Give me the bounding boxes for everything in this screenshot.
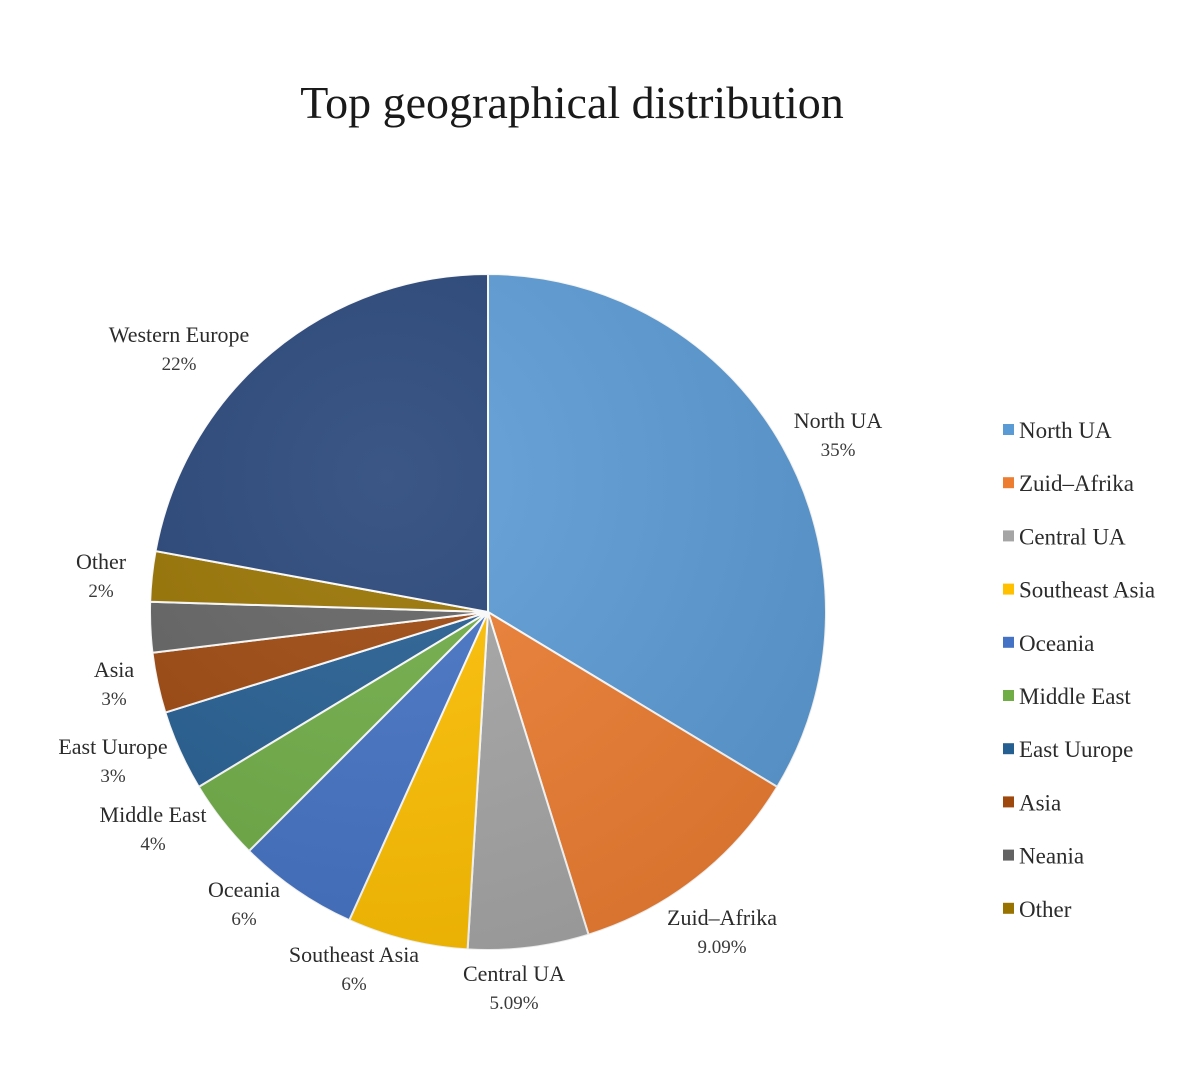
slice-value-western-europe: 22% <box>162 354 197 375</box>
legend-label-southeast-asia: Southeast Asia <box>1019 578 1155 603</box>
legend-item-oceania: Oceania <box>1003 631 1094 656</box>
slice-label-other: Other <box>76 549 127 574</box>
legend-label-east-uurope: East Uurope <box>1019 737 1133 762</box>
slice-label-asia: Asia <box>94 657 135 682</box>
slice-value-east-uurope: 3% <box>100 766 126 787</box>
slice-label-western-europe: Western Europe <box>109 322 250 347</box>
legend-item-neania: Neania <box>1003 844 1084 869</box>
legend-label-zuid-afrika: Zuid–Afrika <box>1019 471 1134 496</box>
legend-label-neania: Neania <box>1019 844 1084 869</box>
slice-value-asia: 3% <box>101 689 127 710</box>
chart-title: Top geographical distribution <box>300 77 844 128</box>
legend-swatch-other <box>1003 902 1014 914</box>
slice-label-north-ua: North UA <box>794 408 883 433</box>
slice-label-middle-east: Middle East <box>100 802 207 827</box>
slice-value-oceania: 6% <box>231 909 257 930</box>
legend-item-zuid-afrika: Zuid–Afrika <box>1003 471 1134 496</box>
slice-value-north-ua: 35% <box>821 440 856 461</box>
slice-value-middle-east: 4% <box>140 834 166 855</box>
pie-slices <box>149 272 827 951</box>
legend-item-other: Other <box>1003 897 1072 922</box>
legend-item-north-ua: North UA <box>1003 418 1112 443</box>
legend: North UA Zuid–Afrika Central UA Southeast A… <box>1003 418 1155 922</box>
legend-label-middle-east: Middle East <box>1019 684 1131 709</box>
slice-value-southeast-asia: 6% <box>341 974 367 995</box>
legend-item-central-ua: Central UA <box>1003 524 1126 549</box>
legend-swatch-central-ua <box>1003 530 1014 542</box>
slice-value-other: 2% <box>88 581 114 602</box>
slice-labels: North UA 35% Zuid–Afrika 9.09% Central UA 5.0… <box>58 322 882 1014</box>
legend-item-middle-east: Middle East <box>1003 684 1131 709</box>
slice-label-central-ua: Central UA <box>463 961 565 986</box>
legend-swatch-north-ua <box>1003 424 1014 435</box>
legend-label-asia: Asia <box>1019 790 1061 815</box>
slice-label-southeast-asia: Southeast Asia <box>289 942 419 967</box>
legend-swatch-zuid-afrika <box>1003 477 1014 489</box>
legend-item-asia: Asia <box>1003 790 1061 815</box>
legend-swatch-east-uurope <box>1003 743 1014 755</box>
legend-swatch-southeast-asia <box>1003 583 1014 595</box>
legend-item-southeast-asia: Southeast Asia <box>1003 578 1155 603</box>
legend-label-other: Other <box>1019 897 1072 922</box>
legend-swatch-middle-east <box>1003 690 1014 701</box>
slice-label-zuid-afrika: Zuid–Afrika <box>667 905 777 930</box>
legend-swatch-oceania <box>1003 636 1014 648</box>
legend-label-central-ua: Central UA <box>1019 524 1126 549</box>
legend-swatch-neania <box>1003 849 1014 861</box>
slice-value-central-ua: 5.09% <box>489 993 538 1014</box>
legend-item-east-uurope: East Uurope <box>1003 737 1133 762</box>
legend-label-oceania: Oceania <box>1019 631 1094 656</box>
legend-swatch-asia <box>1003 796 1014 808</box>
slice-value-zuid-afrika: 9.09% <box>697 937 746 958</box>
slice-label-oceania: Oceania <box>208 877 280 902</box>
legend-label-north-ua: North UA <box>1019 418 1112 443</box>
slice-label-east-uurope: East Uurope <box>58 734 167 759</box>
